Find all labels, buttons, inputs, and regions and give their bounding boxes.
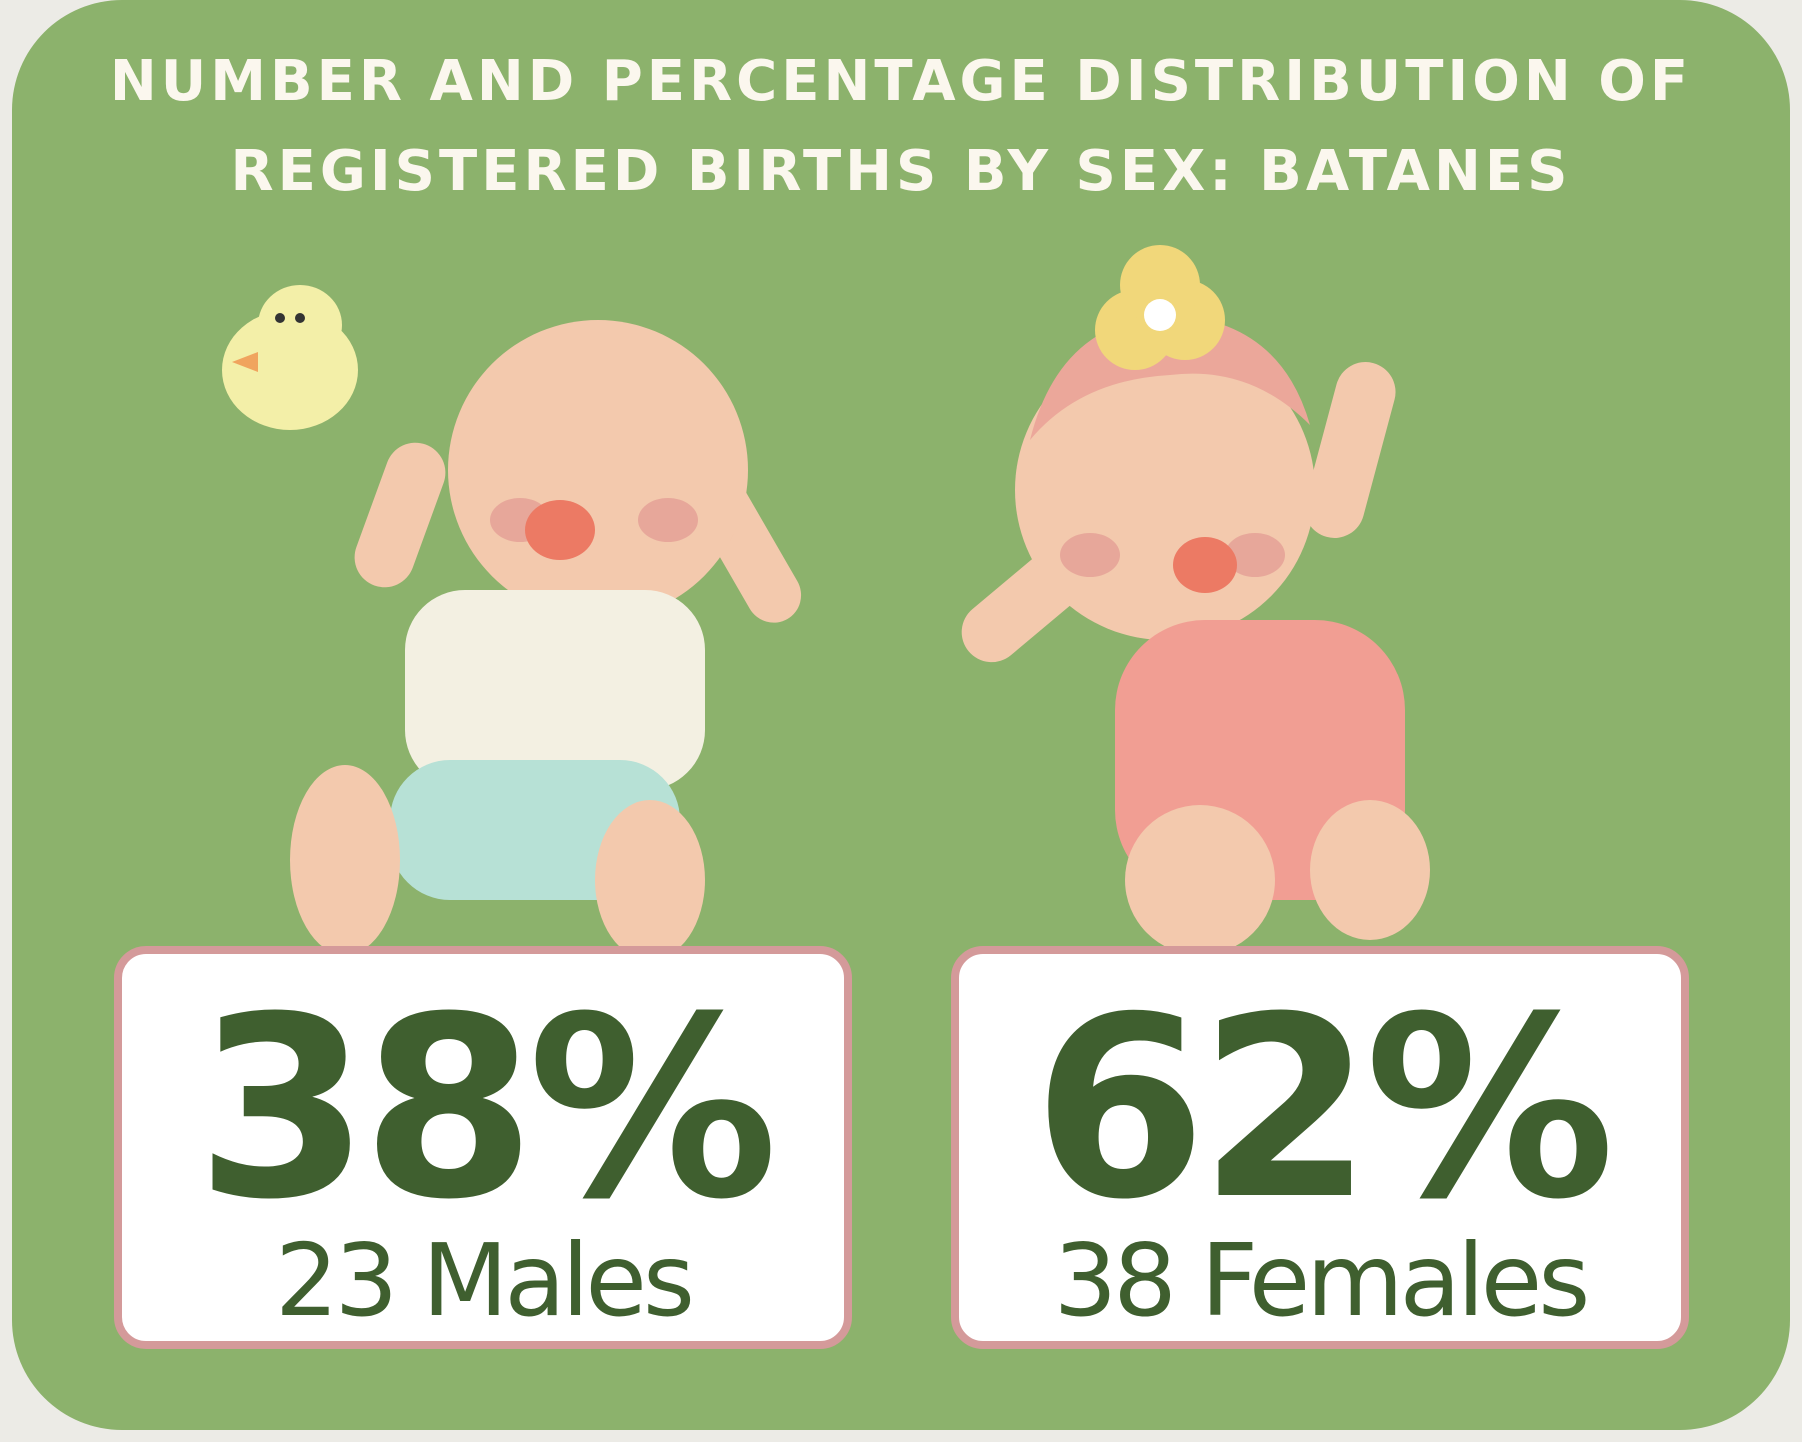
title-line: REGISTERED BIRTHS BY SEX: BATANES <box>231 139 1572 204</box>
count: 38 Females <box>1054 1222 1587 1339</box>
percent: 62% <box>1033 963 1608 1254</box>
percent: 38% <box>196 963 771 1254</box>
female-card: 62% 38 Females <box>955 950 1685 1345</box>
male-card: 38% 23 Males <box>118 950 848 1345</box>
count: 23 Males <box>275 1222 691 1339</box>
infographic: NUMBER AND PERCENTAGE DISTRIBUTION OF RE… <box>0 0 1802 1442</box>
title-line: NUMBER AND PERCENTAGE DISTRIBUTION OF <box>110 49 1692 114</box>
